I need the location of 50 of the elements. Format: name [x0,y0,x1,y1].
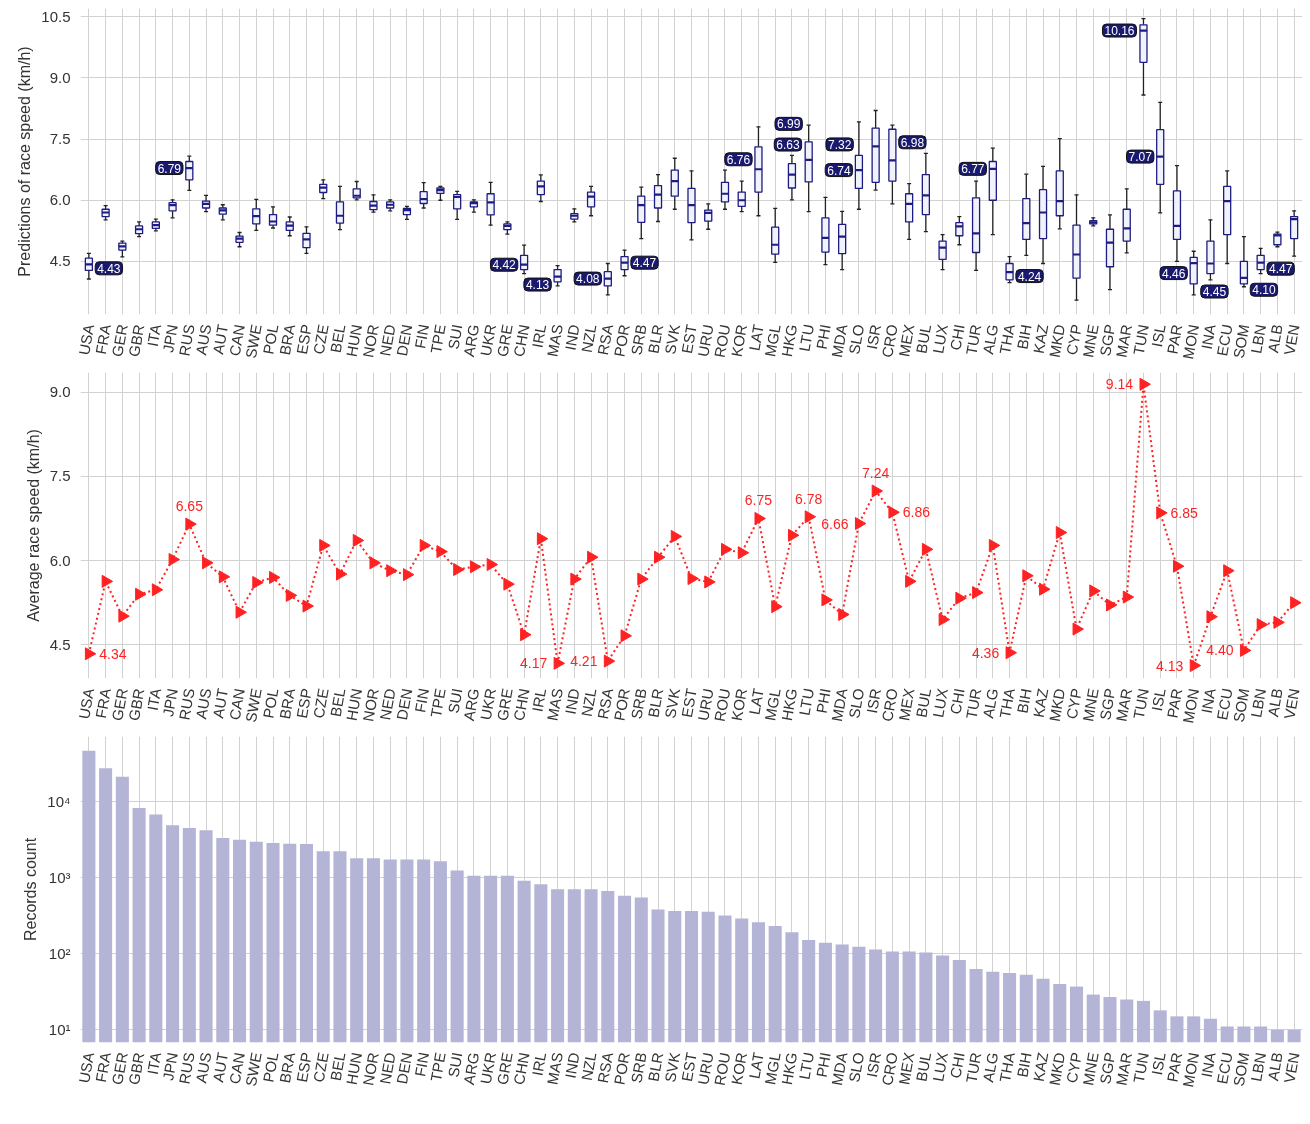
annotation: 4.47 [1268,262,1293,277]
data-label: 4.40 [1206,642,1234,659]
data-label: 4.17 [519,655,548,672]
y-tick-label: 9.0 [49,383,71,401]
annotation: 4.46 [1162,266,1186,281]
y-tick-label: 6.0 [49,551,71,569]
y-tick-label: 4.5 [49,252,71,270]
data-label: 6.65 [175,498,204,515]
annotation: 6.77 [961,162,985,177]
data-label: 4.13 [1156,657,1184,674]
annotation: 4.08 [576,272,600,287]
annotation: 6.74 [827,163,851,178]
annotation: 4.47 [632,256,657,271]
annotation: 4.10 [1252,283,1276,298]
annotation: 4.45 [1202,285,1227,299]
y-tick-label: 10³ [48,869,71,887]
annotation: 6.98 [900,135,925,150]
annotation: 4.43 [97,261,121,276]
annotation: 7.07 [1128,150,1153,165]
annotation: 6.79 [157,161,182,176]
y-axis-title: Average race speed (km/h) [24,429,42,622]
data-label: 6.78 [795,490,823,507]
y-tick-label: 7.5 [49,467,71,485]
y-tick-label: 7.5 [49,130,71,148]
annotation: 6.63 [776,138,800,153]
data-label: 7.24 [862,464,890,481]
data-label: 9.14 [1105,376,1134,393]
data-label: 4.34 [99,645,127,662]
data-label: 6.75 [744,492,773,509]
y-tick-label: 10.5 [41,7,71,25]
annotation: 4.13 [525,278,550,293]
y-tick-label: 10² [48,945,71,963]
annotation: 4.42 [492,258,517,273]
annotation: 4.24 [1017,269,1042,284]
data-label: 6.85 [1170,504,1199,521]
y-tick-label: 10⁴ [47,793,71,811]
annotation: 6.99 [777,117,801,132]
y-tick-label: 4.5 [49,635,71,653]
y-axis-title: Predictions of race speed (km/h) [16,46,34,277]
data-label: 4.21 [570,653,598,670]
y-tick-label: 9.0 [49,68,71,86]
annotation: 6.76 [726,152,751,167]
annotation: 7.32 [827,137,852,152]
y-tick-label: 10¹ [48,1021,71,1039]
y-tick-label: 6.0 [49,191,71,209]
annotation: 10.16 [1104,24,1135,39]
data-label: 6.66 [821,515,849,532]
data-label: 4.36 [971,644,1000,661]
y-axis-title: Records count [22,837,40,942]
data-label: 6.86 [902,504,931,521]
